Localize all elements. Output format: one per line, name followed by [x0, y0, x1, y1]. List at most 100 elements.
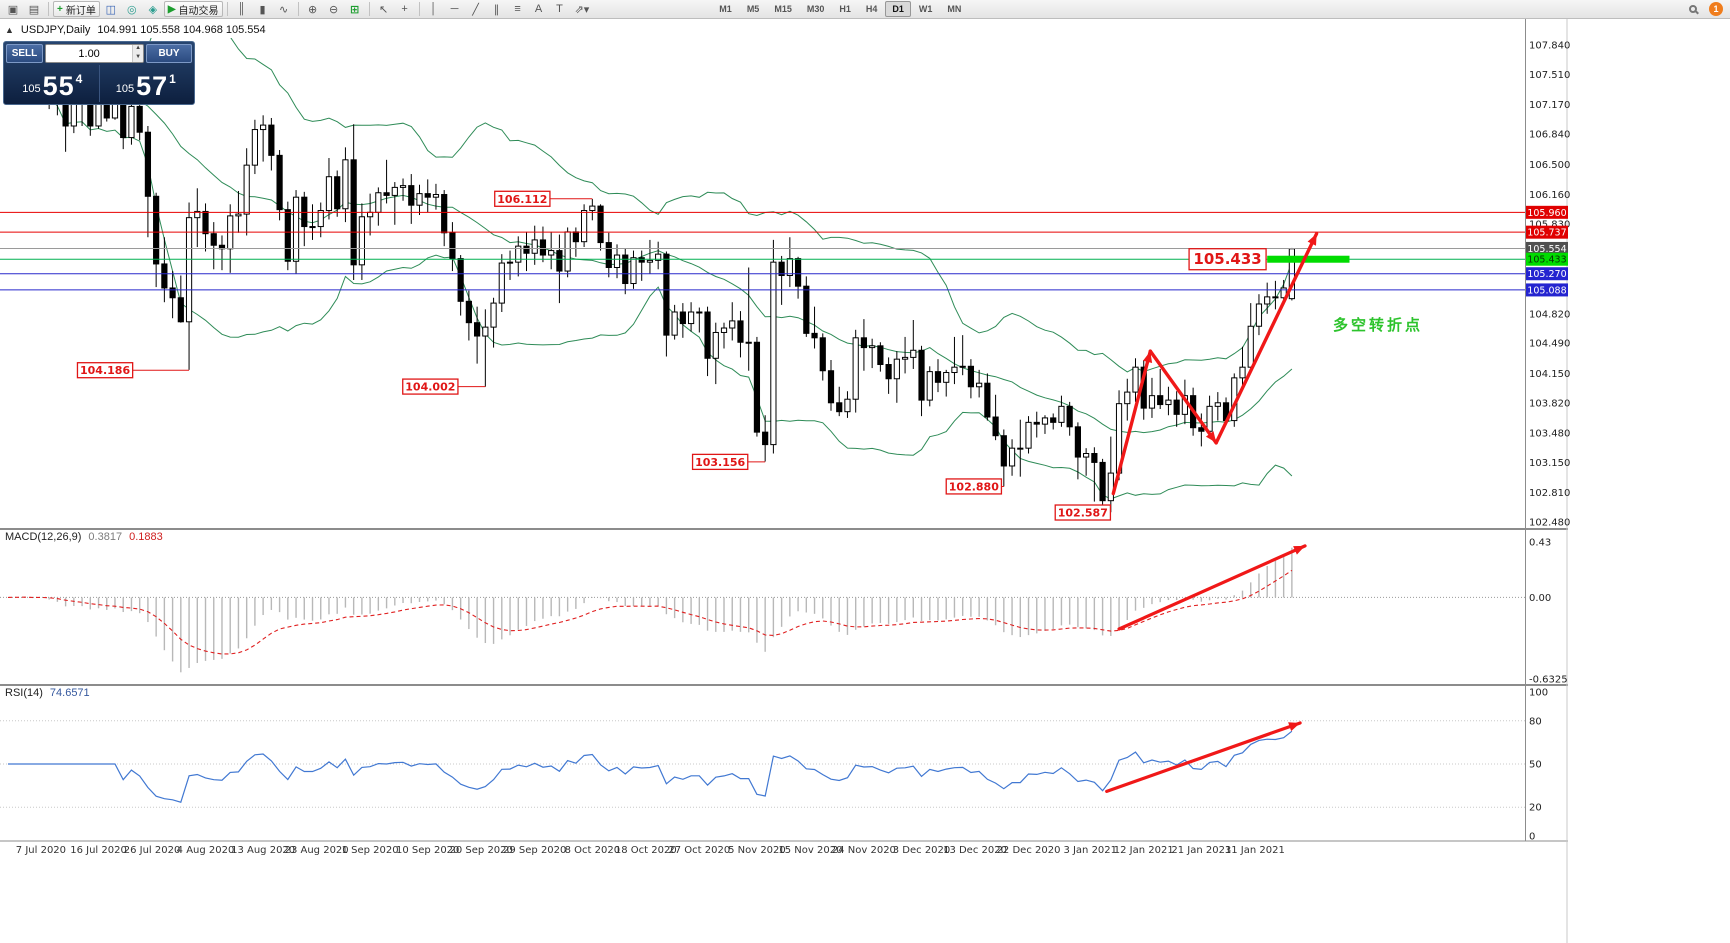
timeframe-M5[interactable]: M5 [746, 4, 760, 14]
svg-text:104.820: 104.820 [1529, 309, 1570, 320]
chart-header: ▲ USDJPY,Daily 104.991 105.558 104.968 1… [5, 24, 266, 36]
toolbar-separator [226, 2, 228, 16]
svg-text:13 Aug 2020: 13 Aug 2020 [231, 845, 295, 856]
main-price-panel: 106.112 104.186 104.002 103.156 102.880 102.5… [0, 38, 1525, 521]
price-annotation-box[interactable] [691, 453, 749, 471]
volume-up-button[interactable]: ▲ [133, 45, 143, 54]
svg-text:107.170: 107.170 [1529, 100, 1570, 111]
svg-text:-0.6325: -0.6325 [1529, 674, 1568, 685]
macd-signal-value: 0.1883 [129, 531, 163, 543]
svg-text:27 Oct 2020: 27 Oct 2020 [668, 845, 730, 856]
timeframe-D1[interactable]: D1 [885, 1, 911, 17]
timeframe-M1[interactable]: M1 [719, 4, 732, 14]
price-annotation-box[interactable] [1188, 248, 1267, 271]
strategy-tester-button[interactable]: ◈ [143, 1, 163, 17]
fibonacci-icon: ≡ [514, 3, 521, 15]
price-annotation-box[interactable] [402, 378, 459, 395]
macd-name: MACD(12,26,9) [5, 531, 82, 543]
sell-price-handle: 105 [22, 83, 41, 95]
new-order-button[interactable]: + 新订单 [53, 1, 100, 17]
rsi-panel: 100 80 50 20 0 [0, 688, 1548, 843]
strategy-tester-icon: ◈ [148, 3, 158, 16]
price-annotation-box[interactable] [1054, 504, 1112, 521]
profiles-button[interactable]: ▤ [24, 1, 44, 17]
svg-text:106.500: 106.500 [1529, 160, 1570, 171]
timeframe-MN[interactable]: MN [947, 4, 962, 14]
svg-text:104.002: 104.002 [405, 381, 455, 394]
svg-text:16 Jul 2020: 16 Jul 2020 [70, 845, 127, 856]
timeframe-M15[interactable]: M15 [774, 4, 792, 14]
profiles-icon: ▤ [28, 3, 40, 16]
toolbar-separator [297, 2, 299, 16]
shapes-icon: ⇗ [574, 3, 584, 16]
svg-text:106.840: 106.840 [1529, 130, 1570, 141]
svg-text:23 Aug 2020: 23 Aug 2020 [285, 845, 349, 856]
notification-badge[interactable]: 1 [1709, 2, 1723, 16]
search-icon[interactable] [1683, 1, 1703, 17]
channel-button[interactable]: ∥ [487, 1, 507, 17]
rsi-header: RSI(14) 74.6571 [5, 687, 90, 699]
one-click-collapse-toggle[interactable]: ▲ [5, 25, 14, 35]
price-annotation-box[interactable] [945, 478, 1003, 495]
tile-windows-button[interactable]: ⊞ [345, 1, 365, 17]
bar-chart-button[interactable]: ║ [232, 1, 252, 17]
price-annotation-box[interactable] [494, 190, 551, 207]
svg-text:13 Dec 2020: 13 Dec 2020 [943, 845, 1007, 856]
svg-text:105.433: 105.433 [1527, 255, 1566, 266]
buy-button[interactable]: BUY [146, 44, 192, 63]
new-chart-button[interactable]: ▣ [3, 1, 23, 17]
zoom-out-button[interactable]: ⊖ [324, 1, 344, 17]
toolbar-right-group: 1 [1683, 1, 1727, 17]
chart-window-button[interactable]: ◫ [101, 1, 121, 17]
sell-price-display[interactable]: 105 55 4 [6, 65, 100, 102]
candlestick-chart-icon: ▮ [259, 3, 266, 16]
chart-canvas[interactable]: 106.112 104.186 104.002 103.156 102.880 102.5… [0, 19, 1730, 943]
crosshair-button[interactable]: + [395, 1, 415, 17]
price-annotation-box[interactable] [76, 362, 134, 379]
crosshair-icon: + [401, 3, 408, 15]
timeframe-H1[interactable]: H1 [839, 4, 851, 14]
svg-text:105.737: 105.737 [1527, 228, 1566, 239]
svg-text:1 Sep 2020: 1 Sep 2020 [342, 845, 399, 856]
turning-point-label: 多空转折点 [1333, 317, 1424, 334]
toolbar-separator [48, 2, 49, 16]
shapes-button[interactable]: ⇗ ▾ [571, 1, 594, 17]
timeframe-M30[interactable]: M30 [806, 4, 825, 14]
buy-price-pips: 57 [136, 71, 169, 101]
main-toolbar: ▣ ▤ + 新订单 ◫ ◎ ◈ ▶ 自动交易 ║ ▮ ∿ ⊕ ⊖ ⊞ ↖ + │ ─… [0, 0, 1730, 19]
volume-input[interactable] [46, 45, 133, 62]
autotrading-button[interactable]: ▶ 自动交易 [163, 1, 223, 17]
horizontal-line-button[interactable]: ─ [445, 1, 465, 17]
svg-text:20: 20 [1529, 803, 1542, 814]
svg-text:103.820: 103.820 [1529, 398, 1570, 409]
new-order-icon: + [57, 3, 63, 15]
svg-text:107.510: 107.510 [1529, 70, 1570, 81]
label-tool-button[interactable]: T [556, 3, 563, 15]
text-tool-button[interactable]: A [534, 3, 543, 15]
svg-text:50: 50 [1529, 760, 1542, 771]
green-zone-highlight[interactable] [1267, 255, 1350, 263]
zoom-in-button[interactable]: ⊕ [303, 1, 323, 17]
buy-price-display[interactable]: 105 57 1 [100, 65, 193, 102]
line-chart-button[interactable]: ∿ [274, 1, 294, 17]
candlestick-chart-button[interactable]: ▮ [253, 1, 273, 17]
chevron-down-icon: ▾ [583, 3, 590, 16]
sell-button[interactable]: SELL [6, 44, 43, 63]
tile-windows-icon: ⊞ [349, 3, 360, 16]
autotrading-play-icon: ▶ [167, 3, 176, 15]
ohlc-values: 104.991 105.558 104.968 105.554 [97, 24, 266, 36]
trendline-button[interactable]: ╱ [466, 1, 486, 17]
vertical-line-button[interactable]: │ [424, 1, 444, 17]
fibonacci-button[interactable]: ≡ [508, 1, 528, 17]
cursor-button[interactable]: ↖ [374, 1, 394, 17]
svg-text:106.112: 106.112 [497, 193, 547, 206]
chart-window-icon: ◫ [105, 3, 117, 16]
horizontal-line-icon: ─ [450, 3, 459, 15]
volume-down-button[interactable]: ▼ [133, 53, 143, 62]
svg-text:103.150: 103.150 [1529, 458, 1570, 469]
timeframe-W1[interactable]: W1 [918, 4, 933, 14]
data-window-button[interactable]: ◎ [122, 1, 142, 17]
svg-text:5 Nov 2020: 5 Nov 2020 [728, 845, 786, 856]
timeframe-H4[interactable]: H4 [865, 4, 878, 14]
